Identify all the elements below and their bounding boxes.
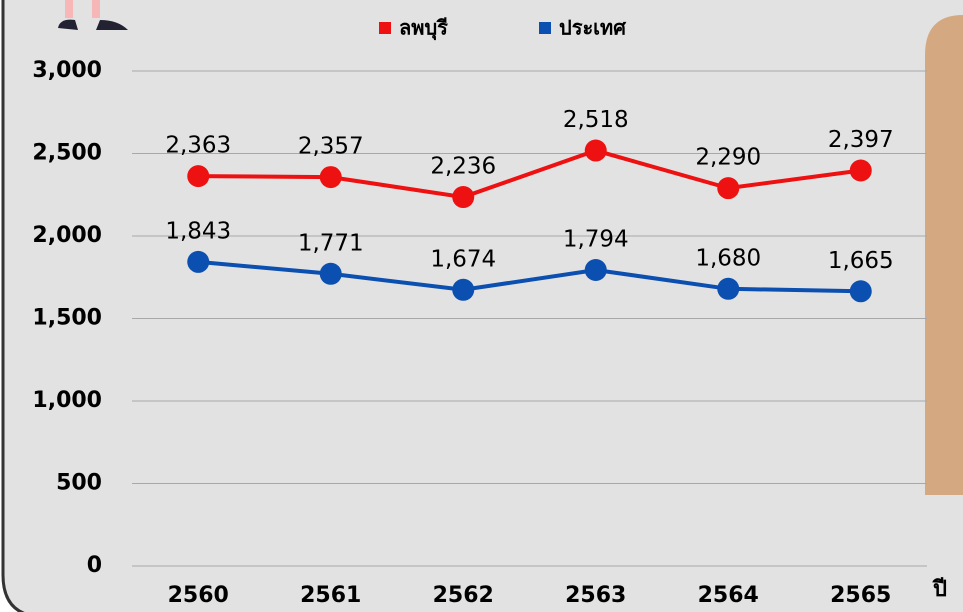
y-tick-label: 3,000 [32, 58, 102, 83]
data-point [849, 280, 872, 303]
data-label: 1,680 [695, 245, 761, 271]
data-label: 2,290 [695, 145, 761, 171]
side-decoration [925, 15, 963, 495]
data-point [584, 258, 607, 281]
legend-label: ประเทศ [559, 16, 627, 40]
data-label: 1,771 [298, 230, 364, 256]
data-label: 2,236 [430, 154, 496, 180]
data-label: 2,357 [298, 134, 364, 160]
data-point [849, 159, 872, 182]
y-tick-label: 1,500 [32, 306, 102, 331]
series-line [198, 259, 861, 294]
data-point [319, 166, 342, 189]
y-tick-label: 1,000 [32, 388, 102, 413]
y-tick-label: 0 [87, 553, 102, 578]
y-tick-label: 2,000 [32, 223, 102, 248]
data-point [452, 278, 475, 301]
x-tick-label: 2565 [830, 583, 891, 608]
x-axis-label: ปี [932, 577, 947, 602]
data-label: 1,794 [563, 226, 629, 252]
data-label: 2,397 [828, 127, 894, 153]
legend-swatch [379, 22, 391, 34]
data-point [717, 277, 740, 300]
legend-label: ลพบุรี [399, 16, 448, 41]
data-label: 1,843 [165, 218, 231, 244]
y-tick-label: 500 [56, 471, 102, 496]
data-label: 1,674 [430, 246, 496, 272]
y-tick-label: 2,500 [32, 141, 102, 166]
x-tick-label: 2564 [698, 583, 759, 608]
data-label: 2,518 [563, 107, 629, 133]
x-tick-label: 2560 [168, 583, 229, 608]
data-point [319, 262, 342, 285]
x-tick-label: 2562 [433, 583, 494, 608]
data-label: 2,363 [165, 133, 231, 159]
x-tick-label: 2563 [565, 583, 626, 608]
data-point [187, 165, 210, 188]
data-point [187, 250, 210, 273]
data-point [452, 186, 475, 209]
series-line [198, 148, 862, 200]
data-point [717, 177, 740, 200]
figure-decoration [58, 0, 128, 30]
data-label: 1,665 [828, 248, 894, 274]
legend-swatch [539, 22, 551, 34]
x-tick-label: 2561 [300, 583, 361, 608]
data-point [584, 139, 607, 162]
